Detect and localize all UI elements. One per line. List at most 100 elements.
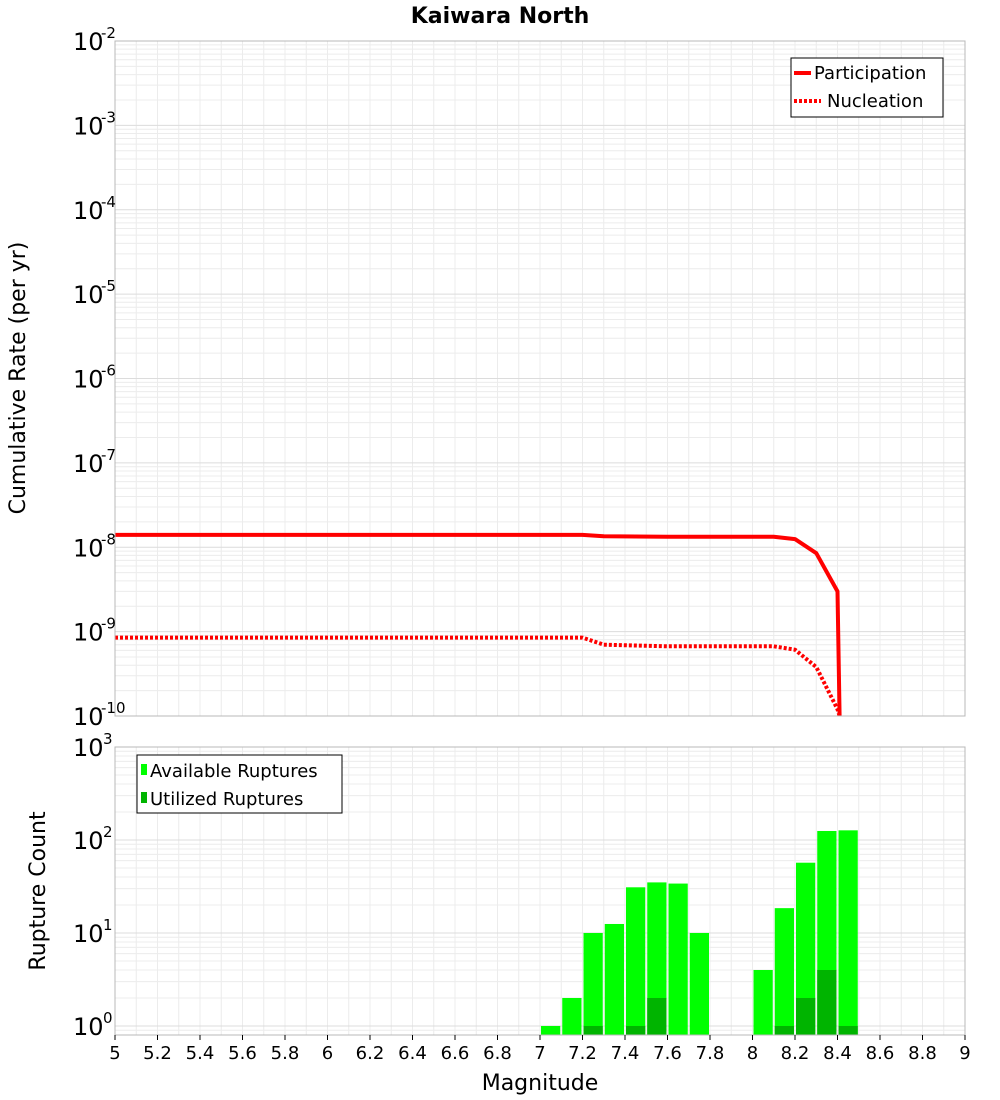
rate-plot-border [114, 40, 966, 717]
bar-available [583, 932, 603, 1035]
x-tick-label: 9 [959, 1043, 970, 1064]
bar-utilized [626, 1025, 646, 1035]
count-y-tick: 10 2 [73, 823, 113, 855]
x-tick-label: 5.8 [271, 1043, 300, 1064]
rate-y-tick-exponent: -9 [101, 615, 116, 633]
rate-y-tick: 10-9 [73, 615, 116, 647]
rate-y-tick: 10-10 [73, 699, 126, 731]
rate-y-tick-exponent: -6 [101, 362, 116, 380]
rate-y-tick-exponent: -8 [101, 530, 116, 548]
x-tick-label: 5.6 [228, 1043, 257, 1064]
chart-title: Kaiwara North [411, 4, 590, 29]
rate-legend: Participation Nucleation [790, 57, 944, 118]
rate-y-tick-base: 10 [73, 450, 104, 478]
rate-y-tick-base: 10 [73, 703, 104, 731]
x-tick-label: 7.6 [653, 1043, 682, 1064]
bar-utilized [838, 1025, 858, 1035]
series-line-participation [115, 532, 842, 717]
bar-available [796, 862, 816, 1035]
count-legend: Available Ruptures Utilized Ruptures [136, 754, 343, 814]
bottom-y-axis-label: Rupture Count [26, 811, 51, 971]
bar-available [647, 882, 667, 1035]
bar-utilized [583, 1025, 603, 1035]
count-y-tick-base: 10 [73, 920, 104, 948]
x-tick-label: 6.4 [398, 1043, 427, 1064]
count-y-tick-base: 10 [73, 734, 104, 762]
rate-y-tick: 10-5 [73, 277, 116, 309]
rate-y-tick-exponent: -2 [101, 24, 116, 42]
x-tick-label: 6.2 [356, 1043, 385, 1064]
legend-utilized-label: Utilized Ruptures [150, 789, 303, 810]
x-tick-label: 6.8 [483, 1043, 512, 1064]
rate-series [115, 532, 842, 717]
rate-y-tick-exponent: -5 [101, 277, 116, 295]
rate-y-tick-base: 10 [73, 366, 104, 394]
x-tick-label: 7 [534, 1043, 545, 1064]
bar-available [774, 908, 794, 1035]
x-tick-label: 6 [322, 1043, 333, 1064]
rate-y-tick-base: 10 [73, 619, 104, 647]
x-tick-label: 6.6 [441, 1043, 470, 1064]
x-ticks: 5 5.2 5.4 5.6 5.8 6 6.2 6.4 6.6 6.8 7 7.2 7.4 7.6 7.8 8… [109, 1035, 971, 1064]
legend-utilized-swatch [141, 792, 147, 803]
series-line-nucleation [115, 635, 842, 717]
rate-legend-box [790, 57, 944, 118]
rate-y-tick-base: 10 [73, 197, 104, 225]
top-y-axis-label: Cumulative Rate (per yr) [6, 242, 31, 515]
rate-y-tick-exponent: -10 [101, 699, 126, 717]
rate-y-tick: 10-8 [73, 530, 116, 562]
bar-available [626, 887, 646, 1035]
rate-y-ticks: 10-210-310-410-510-610-710-810-910-10 [73, 24, 126, 731]
count-y-tick-exponent: 0 [103, 1009, 113, 1027]
bar-utilized [817, 969, 837, 1035]
rate-y-tick: 10-2 [73, 24, 116, 56]
count-y-tick: 10 1 [73, 916, 113, 948]
x-tick-label: 5 [109, 1043, 120, 1064]
bar-utilized [796, 997, 816, 1035]
x-tick-label: 7.4 [611, 1043, 640, 1064]
legend-nucleation-label: Nucleation [827, 91, 923, 112]
rate-y-tick-base: 10 [73, 28, 104, 56]
count-y-tick: 10 0 [73, 1009, 113, 1041]
rate-y-tick-base: 10 [73, 281, 104, 309]
count-y-tick-base: 10 [73, 1013, 104, 1041]
x-tick-label: 7.8 [696, 1043, 725, 1064]
x-tick-label: 7.2 [568, 1043, 597, 1064]
x-tick-label: 8.4 [823, 1043, 852, 1064]
x-tick-label: 8.8 [908, 1043, 937, 1064]
count-y-tick-exponent: 1 [103, 916, 113, 934]
x-tick-label: 8 [747, 1043, 758, 1064]
x-tick-label: 5.2 [143, 1043, 172, 1064]
bar-available [562, 997, 582, 1035]
bar-available [753, 969, 773, 1035]
x-tick-label: 5.4 [186, 1043, 215, 1064]
rate-panel: 10-210-310-410-510-610-710-810-910-10 Pa… [73, 24, 966, 731]
rate-y-tick: 10-6 [73, 362, 116, 394]
rate-y-tick: 10-3 [73, 108, 116, 140]
count-y-tick-exponent: 2 [103, 823, 113, 841]
rate-y-tick-exponent: -7 [101, 446, 116, 464]
legend-available-label: Available Ruptures [150, 761, 318, 782]
bar-available [838, 830, 858, 1035]
bar-available [668, 883, 688, 1035]
legend-participation-label: Participation [814, 63, 926, 84]
count-bars [541, 830, 858, 1035]
bar-available [604, 923, 624, 1035]
rate-y-tick-exponent: -3 [101, 108, 116, 126]
x-axis-label: Magnitude [482, 1071, 599, 1096]
rate-y-tick-exponent: -4 [101, 193, 116, 211]
count-y-tick-exponent: 3 [103, 730, 113, 748]
rate-y-tick-base: 10 [73, 534, 104, 562]
bar-available [689, 932, 709, 1035]
rate-y-tick: 10-7 [73, 446, 116, 478]
count-legend-box [136, 754, 343, 814]
legend-available-swatch [141, 764, 147, 775]
x-tick-label: 8.2 [781, 1043, 810, 1064]
bar-utilized [774, 1025, 794, 1035]
x-tick-label: 8.6 [866, 1043, 895, 1064]
count-y-tick: 10 3 [73, 730, 113, 762]
bar-utilized [647, 997, 667, 1035]
